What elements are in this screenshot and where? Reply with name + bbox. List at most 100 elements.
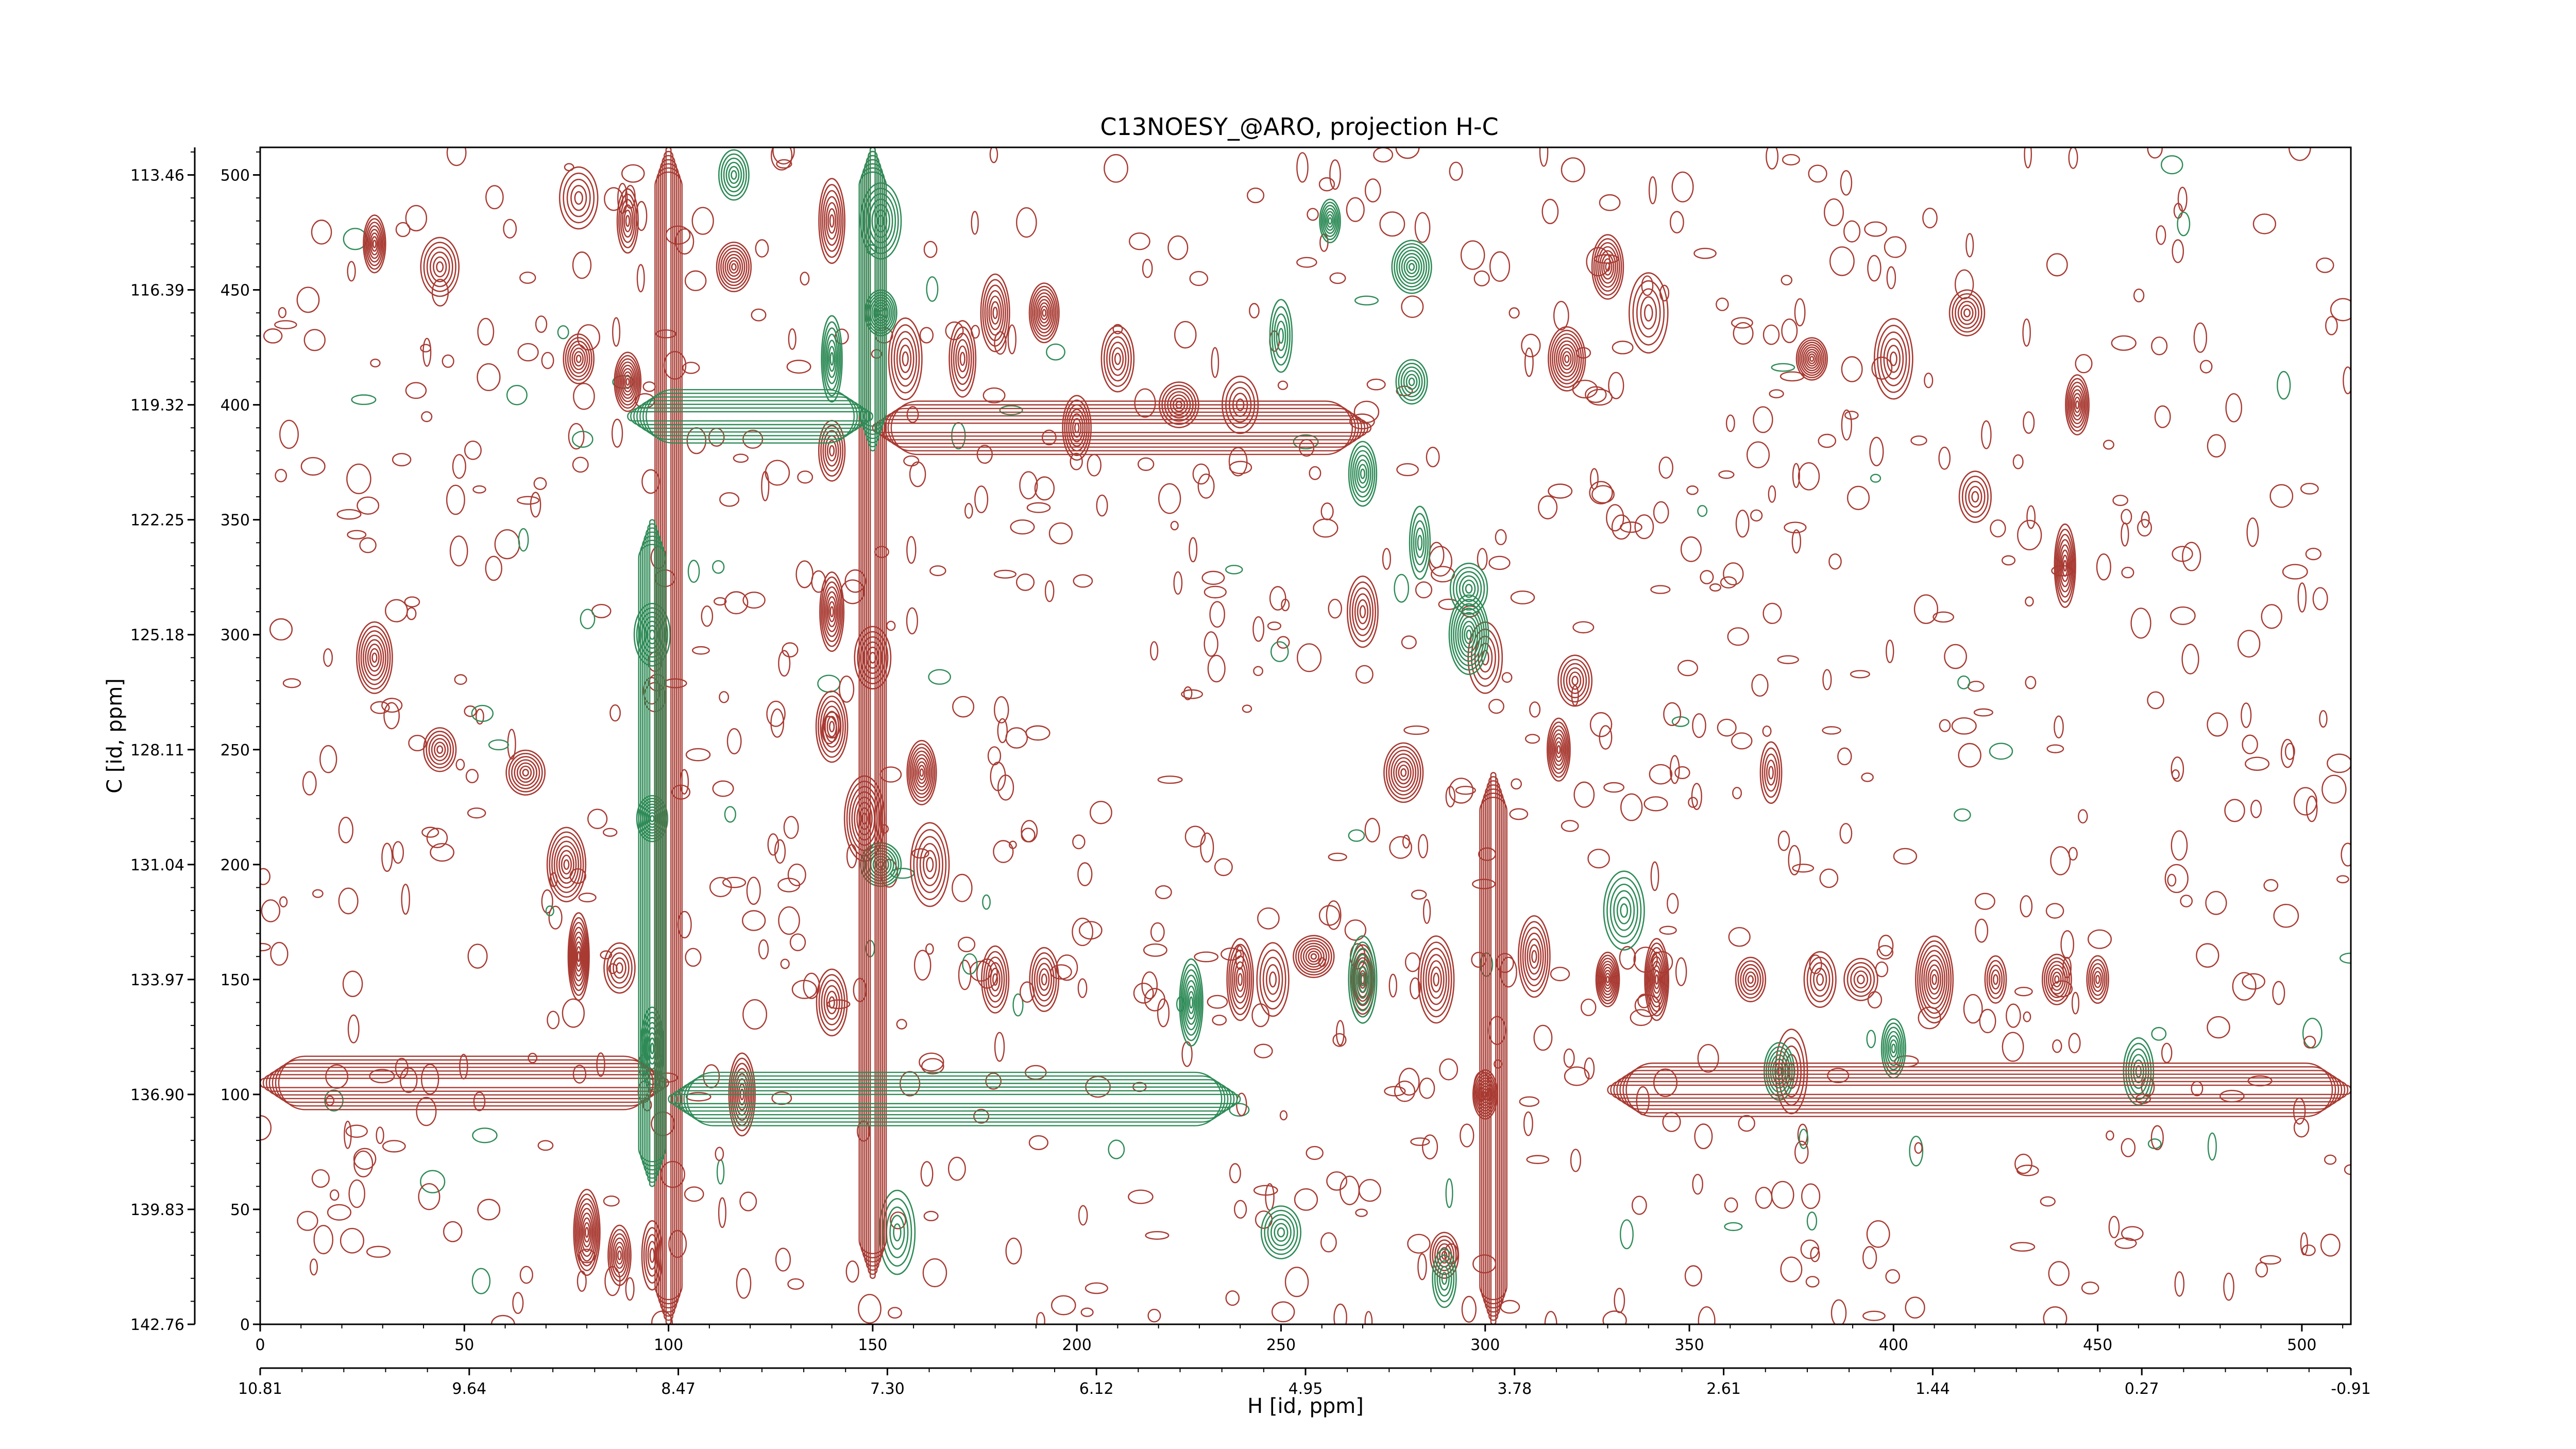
positive-peak-contour [724,254,743,280]
negative-ridge-contour [677,1083,1232,1116]
positive-peak-contour [558,850,574,880]
noise-contour [712,560,725,574]
positive-peak-contour [718,244,750,290]
positive-peak-contour [426,246,453,288]
noise-contour [761,470,770,501]
positive-peak-contour [1560,347,1574,370]
negative-peak-contour [1328,217,1332,225]
noise-contour [302,771,317,796]
positive-peak-contour [988,962,1003,997]
noise-contour [2300,482,2319,495]
positive-peak-contour [1228,943,1252,1016]
noise-contour [1489,251,1511,282]
noise-contour [2170,606,2196,625]
noise-contour [2025,596,2034,607]
noise-contour [1296,152,1309,183]
positive-peak-contour [857,631,889,684]
positive-peak-contour [2086,955,2109,1004]
noise-contour [952,873,973,902]
noise-contour [1648,176,1657,205]
noise-contour [421,411,433,423]
negative-peak-contour [1271,306,1291,366]
positive-peak-contour [816,968,848,1037]
x-ppm-tick-label: 6.12 [1079,1380,1114,1398]
positive-peak-contour [571,347,586,370]
positive-peak-contour [951,326,974,392]
noise-contour [1643,796,1668,812]
positive-peak-contour [1471,628,1500,687]
noise-contour [420,344,432,352]
noise-contour [2300,1232,2308,1256]
positive-peak-contour [1816,973,1824,986]
noise-contour [920,1161,934,1187]
positive-peak-contour [1432,1235,1457,1275]
noise-contour [1750,509,1763,521]
positive-peak-contour [1566,667,1584,694]
noise-contour [467,807,486,819]
negative-peak-contour [1452,567,1485,611]
noise-contour [701,605,714,627]
positive-peak-contour [612,1237,627,1273]
negative-peak-contour [1606,877,1642,944]
positive-peak-contour [609,952,630,984]
positive-peak-contour [906,739,937,805]
negative-peak-contour [1411,513,1429,573]
noise-contour [921,1058,944,1075]
noise-contour [1671,171,1694,203]
noise-contour [572,251,592,279]
positive-peak-contour [1269,971,1277,988]
noise-contour [888,1307,902,1319]
noise-contour [1194,951,1219,963]
noise-contour [517,343,539,362]
positive-peak-contour [722,250,745,283]
noise-contour [1296,257,1317,268]
noise-contour [345,1124,368,1138]
negative-peak-contour [1348,441,1378,507]
noise-contour [1658,456,1673,479]
noise-contour [506,384,528,406]
noise-contour [685,948,702,967]
noise-contour [771,1091,792,1105]
positive-peak-contour [983,951,1007,1008]
negative-peak-contour [1432,1249,1457,1308]
negative-peak-contour [649,815,655,822]
noise-contour [2151,1026,2167,1041]
positive-peak-contour [1036,963,1053,997]
positive-peak-contour [896,338,914,380]
noise-contour [1909,1136,1924,1167]
noise-contour [1563,1048,1575,1068]
positive-peak-contour [1628,272,1669,354]
noise-contour [1620,793,1643,821]
positive-peak-contour [2054,975,2060,984]
noise-contour [1922,208,1938,229]
noise-contour [746,877,761,905]
negative-peak-contour [636,795,668,843]
y-ppm-tick-label: 139.83 [130,1201,184,1219]
x-ppm-tick-label: 0.27 [2125,1380,2159,1398]
noise-contour [1056,954,1078,981]
y-index-tick-label: 100 [221,1086,250,1104]
positive-peak-contour [1636,288,1661,338]
noise-contour [404,596,420,608]
noise-contour [2121,522,2129,547]
positive-peak-contour [566,178,591,217]
positive-peak-contour [990,967,1001,991]
negative-peak-contour [1406,259,1417,275]
noise-contour [1411,889,1427,900]
noise-contour [1573,781,1595,808]
noise-contour [1364,1311,1373,1324]
noise-contour [1693,247,1717,259]
positive-peak-contour [573,351,584,367]
noise-contour [1499,956,1517,988]
noise-contour [568,423,585,450]
positive-peak-contour [1605,975,1610,984]
noise-contour [2269,484,2294,508]
noise-contour [1886,266,1896,290]
negative-peak-contour [1274,313,1289,359]
positive-peak-contour [829,445,835,457]
positive-peak-contour [1562,351,1572,367]
noise-contour [2181,644,2199,675]
positive-peak-contour [1764,753,1778,792]
positive-peak-contour [2066,378,2089,432]
positive-peak-contour [1439,1247,1450,1264]
